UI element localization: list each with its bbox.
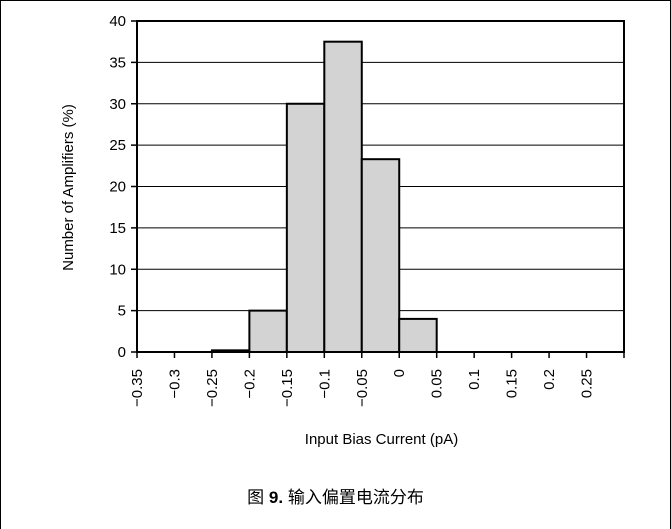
y-axis-title: Number of Amplifiers (%) — [60, 104, 77, 271]
x-axis-ticks: −0.35 −0.3 −0.25 −0.2 −0.15 −0.1 −0.05 0 0.05 0.1… — [129, 352, 625, 407]
x-axis-title: Input Bias Current (pA) — [305, 431, 458, 448]
y-tick-label: 25 — [109, 137, 126, 154]
x-tick-label: 0.2 — [541, 369, 558, 390]
x-tick-label: −0.15 — [279, 369, 296, 407]
histogram-bars — [210, 40, 438, 354]
y-tick-label: 40 — [109, 13, 126, 30]
x-tick-label: −0.3 — [166, 369, 183, 399]
y-tick-label: 30 — [109, 96, 126, 113]
caption-text: 输入偏置电流分布 — [287, 488, 424, 507]
y-axis-ticks: 0 5 10 15 20 25 30 35 40 — [109, 13, 137, 361]
figure-caption: 图 9. 输入偏置电流分布 — [0, 483, 671, 508]
x-tick-label: 0.05 — [429, 369, 446, 398]
histogram-bar — [323, 40, 363, 353]
x-tick-label: −0.05 — [354, 369, 371, 407]
x-tick-label: 0.15 — [504, 369, 521, 398]
y-tick-label: 10 — [109, 261, 126, 278]
caption-figure-number: 9. — [268, 488, 284, 507]
y-tick-label: 20 — [109, 179, 126, 196]
x-tick-label: −0.25 — [204, 369, 221, 407]
histogram-bar — [285, 102, 326, 353]
histogram-bar — [398, 317, 438, 353]
x-tick-label: −0.1 — [316, 369, 333, 399]
x-tick-label: −0.35 — [129, 369, 146, 407]
x-tick-label: 0.25 — [579, 369, 596, 398]
y-tick-label: 5 — [118, 303, 126, 320]
x-tick-label: 0.1 — [466, 369, 483, 390]
x-tick-label: 0 — [391, 369, 408, 377]
x-tick-label: −0.2 — [241, 369, 258, 399]
y-tick-label: 35 — [109, 54, 126, 71]
y-tick-label: 15 — [109, 220, 126, 237]
caption-prefix: 图 — [247, 488, 265, 507]
histogram-bar — [360, 158, 401, 353]
histogram-bar — [248, 309, 288, 353]
y-tick-label: 0 — [118, 344, 126, 361]
